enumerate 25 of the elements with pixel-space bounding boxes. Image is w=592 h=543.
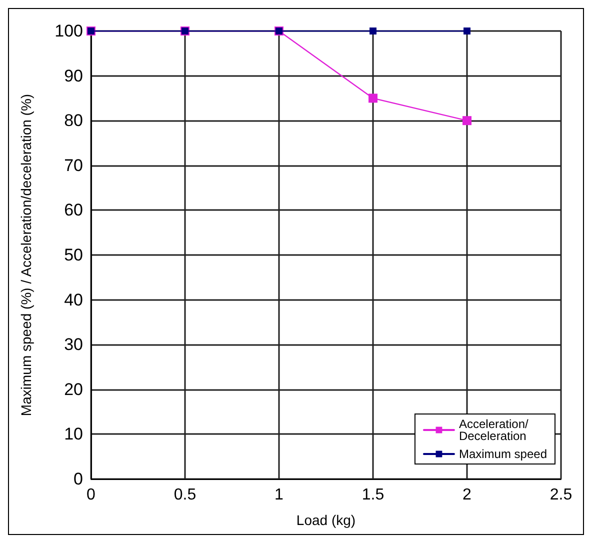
- y-tick-label: 80: [64, 111, 83, 130]
- y-tick-label: 70: [64, 156, 83, 175]
- x-axis-title: Load (kg): [296, 512, 356, 528]
- x-tick-label: 1.5: [362, 486, 384, 504]
- x-tick-label: 1: [274, 486, 284, 504]
- y-tick-label: 0: [74, 470, 83, 488]
- point: [464, 28, 470, 34]
- legend-label: Acceleration/ Deceleration: [458, 417, 530, 443]
- y-tick-label: 20: [64, 380, 83, 399]
- legend-label: Maximum speed: [458, 447, 547, 461]
- point: [368, 94, 378, 103]
- x-tick-label: 2.5: [550, 486, 572, 504]
- x-tick-label: 2: [462, 486, 472, 504]
- point: [370, 28, 376, 34]
- y-tick-label: 100: [54, 22, 83, 40]
- point: [462, 116, 472, 126]
- y-tick-label: 50: [64, 246, 83, 264]
- y-axis-title: Maximum speed (%) / Acceleration/deceleration (%): [18, 94, 34, 416]
- x-tick-label: 0.5: [174, 486, 196, 504]
- y-tick-label: 30: [64, 335, 83, 354]
- y-tick-label: 40: [64, 290, 83, 310]
- y-tick-label: 90: [64, 66, 83, 86]
- x-tick-label: 0: [86, 486, 96, 504]
- y-tick-label: 60: [64, 200, 83, 220]
- y-tick-label: 10: [64, 424, 83, 444]
